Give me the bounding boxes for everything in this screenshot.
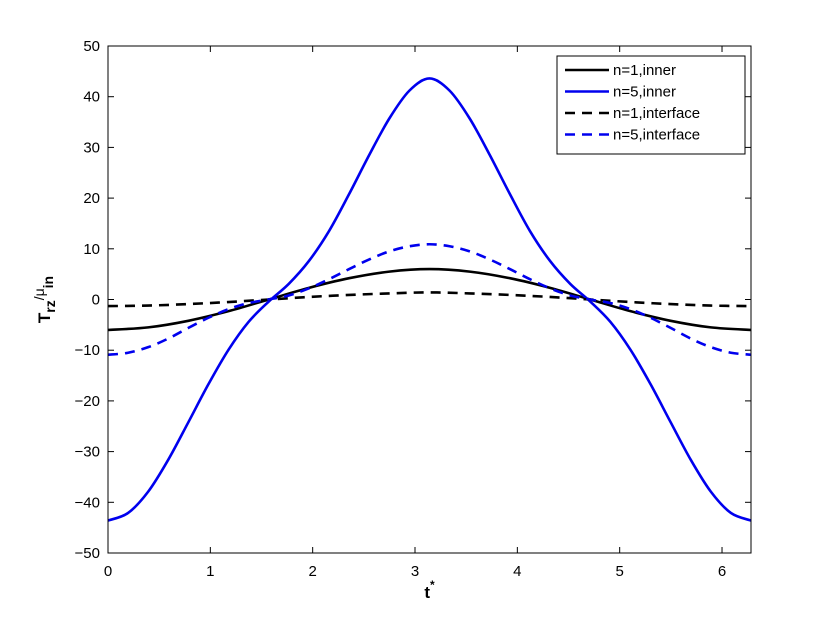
series-line-n-5-interface bbox=[107, 242, 752, 357]
legend-label-n-1-interface: n=1,interface bbox=[613, 105, 700, 122]
x-axis-ticks: 0 1 2 3 4 5 6 bbox=[104, 46, 726, 580]
y-tick-label: 40 bbox=[83, 89, 100, 106]
legend-label-n-1-inner: n=1,inner bbox=[613, 62, 676, 79]
legend-label-n-5-inner: n=5,inner bbox=[613, 84, 676, 101]
y-tick-label: 20 bbox=[83, 190, 100, 207]
x-tick-label: 4 bbox=[513, 563, 521, 580]
y-tick-label: −20 bbox=[75, 393, 100, 410]
y-axis-label-div: /μ bbox=[31, 288, 47, 300]
x-tick-label: 2 bbox=[309, 563, 317, 580]
x-tick-label: 0 bbox=[104, 563, 112, 580]
x-axis-label-sup: * bbox=[430, 578, 435, 592]
y-tick-label: −50 bbox=[75, 545, 100, 562]
x-tick-label: 6 bbox=[718, 563, 726, 580]
series-layer bbox=[107, 77, 752, 522]
x-axis-label: t* bbox=[424, 578, 435, 602]
series-line-n-5-inner bbox=[107, 77, 752, 522]
y-axis-label-main: T bbox=[35, 312, 54, 323]
x-axis-label-main: t bbox=[424, 583, 430, 602]
series-line-n-1-interface bbox=[107, 291, 752, 308]
y-tick-label: 10 bbox=[83, 241, 100, 258]
x-tick-label: 5 bbox=[616, 563, 624, 580]
y-axis-ticks: −50 −40 −30 −20 −10 0 10 20 30 40 50 bbox=[75, 38, 751, 562]
legend: n=1,inner n=5,inner n=1,interface n=5,inter… bbox=[556, 55, 746, 155]
y-axis-label-div-sub: in bbox=[40, 276, 56, 288]
legend-box bbox=[556, 55, 746, 155]
y-tick-label: 50 bbox=[83, 38, 100, 55]
y-axis-label: Trz/μin bbox=[31, 276, 58, 323]
y-tick-label: 30 bbox=[83, 139, 100, 156]
y-tick-label: −40 bbox=[75, 494, 100, 511]
y-axis-label-main-sub: rz bbox=[42, 300, 58, 312]
y-tick-label: −30 bbox=[75, 444, 100, 461]
x-tick-label: 1 bbox=[206, 563, 214, 580]
x-tick-label: 3 bbox=[411, 563, 419, 580]
y-tick-label: 0 bbox=[92, 292, 100, 309]
legend-label-n-5-interface: n=5,interface bbox=[613, 127, 700, 144]
y-tick-label: −10 bbox=[75, 342, 100, 359]
